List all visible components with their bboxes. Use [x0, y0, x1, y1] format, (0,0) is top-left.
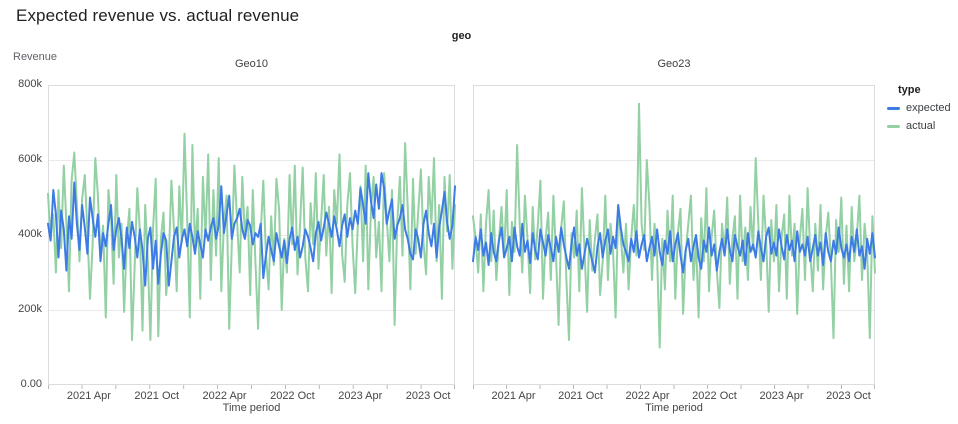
x-axis-title: Time period — [222, 402, 281, 414]
plot-area[interactable] — [47, 85, 456, 389]
series-line-expected[interactable] — [472, 204, 876, 274]
x-tick-label: 2021 Apr — [66, 390, 111, 402]
plot-area[interactable] — [472, 85, 876, 389]
series-line-actual[interactable] — [47, 132, 456, 341]
series-line-expected[interactable] — [47, 172, 456, 287]
y-tick-label: 800k — [18, 78, 42, 90]
legend-item-actual[interactable]: actual — [887, 120, 951, 132]
facet-field-label: geo — [451, 30, 472, 42]
x-tick-label: 2023 Apr — [759, 390, 804, 402]
x-tick-label: 2022 Apr — [625, 390, 670, 402]
x-tick-label: 2022 Apr — [202, 390, 247, 402]
actual-line-swatch-icon — [887, 124, 900, 128]
x-tick-label: 2022 Oct — [270, 390, 315, 402]
legend-item-label: expected — [906, 102, 951, 114]
legend: type expected actual — [887, 84, 951, 132]
legend-title: type — [898, 84, 921, 96]
expected-line-swatch-icon — [887, 106, 900, 110]
x-tick-label: 2023 Oct — [826, 390, 871, 402]
legend-item-expected[interactable]: expected — [887, 102, 951, 114]
y-tick-label: 600k — [18, 153, 42, 165]
y-tick-label: 200k — [18, 303, 42, 315]
chart-panel-geo10: Geo10 Time period 2021 Apr 2021 Oct 2022 A… — [47, 58, 456, 414]
panel-title: Geo10 — [234, 58, 269, 70]
x-tick-label: 2023 Apr — [338, 390, 383, 402]
x-axis-title: Time period — [645, 402, 703, 414]
y-tick-label: 0.00 — [20, 378, 42, 390]
x-tick-label: 2022 Oct — [692, 390, 737, 402]
chart-panel-geo23: Geo23 Time period 2021 Apr 2021 Oct 2022 A… — [472, 58, 876, 414]
x-tick-label: 2021 Apr — [491, 390, 536, 402]
x-tick-label: 2021 Oct — [558, 390, 603, 402]
x-tick-label: 2021 Oct — [134, 390, 180, 402]
x-tick-label: 2023 Oct — [405, 390, 451, 402]
chart-title: Expected revenue vs. actual revenue — [16, 6, 300, 25]
panel-title: Geo23 — [657, 58, 691, 70]
legend-item-label: actual — [906, 120, 936, 132]
y-tick-label: 400k — [18, 228, 42, 240]
y-axis-title: Revenue — [13, 51, 58, 63]
